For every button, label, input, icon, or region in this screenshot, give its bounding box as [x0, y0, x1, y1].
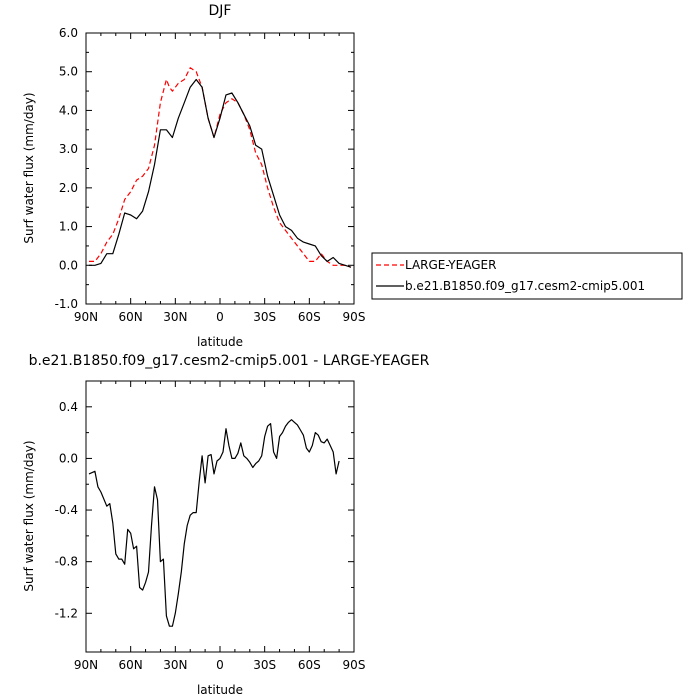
top-y-tick-label: -1.0 [55, 297, 78, 311]
top-y-tick-label: 2.0 [59, 181, 78, 195]
bottom-chart-title: b.e21.B1850.f09_g17.cesm2-cmip5.001 - LA… [29, 353, 430, 369]
bottom-x-tick-label: 90N [74, 658, 98, 672]
bottom-x-tick-label: 0 [216, 658, 224, 672]
bottom-x-tick-label: 30S [253, 658, 276, 672]
top-x-tick-label: 90N [74, 310, 98, 324]
top-x-tick-label: 0 [216, 310, 224, 324]
legend-box [371, 252, 683, 300]
top-chart-xlabel: latitude [197, 335, 243, 349]
top-y-tick-label: 6.0 [59, 26, 78, 40]
top-x-tick-label: 60S [298, 310, 321, 324]
top-x-tick-label: 90S [343, 310, 366, 324]
top-chart-series [89, 67, 352, 268]
top-y-tick-label: 5.0 [59, 65, 78, 79]
top-x-tick-label: 30S [253, 310, 276, 324]
bottom-x-tick-label: 30N [163, 658, 187, 672]
top-chart-frame [85, 32, 355, 305]
top-y-tick-label: 3.0 [59, 142, 78, 156]
top-y-tick-label: 4.0 [59, 103, 78, 117]
bottom-y-tick-label: -1.2 [55, 606, 78, 620]
bottom-chart-xlabel: latitude [197, 683, 243, 697]
bottom-chart-frame [85, 380, 355, 653]
bottom-x-tick-label: 60N [119, 658, 143, 672]
bottom-y-tick-label: 0.4 [59, 400, 78, 414]
bottom-x-tick-label: 90S [343, 658, 366, 672]
top-series-line-0 [89, 67, 352, 268]
top-x-tick-label: 30N [163, 310, 187, 324]
bottom-x-tick-label: 60S [298, 658, 321, 672]
top-chart-ylabel: Surf water flux (mm/day) [22, 92, 36, 243]
legend-label-large-yeager: LARGE-YEAGER [405, 258, 496, 272]
top-y-tick-label: 0.0 [59, 258, 78, 272]
bottom-chart-series [88, 419, 340, 627]
top-x-tick-label: 60N [119, 310, 143, 324]
top-series-line-1 [89, 78, 352, 268]
bottom-y-tick-label: -0.4 [55, 503, 78, 517]
legend-label-cesm2: b.e21.B1850.f09_g17.cesm2-cmip5.001 [405, 279, 645, 293]
bottom-y-tick-label: 0.0 [59, 451, 78, 465]
bottom-chart-ticks: 90N 60N 30N 0 30S 60S 90S -1.2 -0.8 -0.4 0.0 0.4 [55, 381, 366, 672]
bottom-series-line-0 [88, 419, 340, 627]
bottom-y-tick-label: -0.8 [55, 555, 78, 569]
top-y-tick-label: 1.0 [59, 220, 78, 234]
top-chart-ticks: 90N 60N 30N 0 30S 60S 90S -1.0 0.0 1.0 2.0 3.0 4.0 5.… [55, 26, 366, 324]
bottom-chart-ylabel: Surf water flux (mm/day) [22, 440, 36, 591]
top-chart-title: DJF [209, 3, 232, 19]
